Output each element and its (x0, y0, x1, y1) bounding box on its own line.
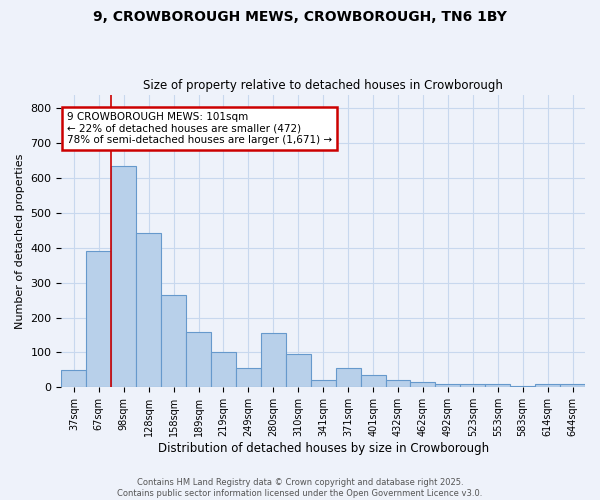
Bar (61, 370, 86, 388)
Text: 9, CROWBOROUGH MEWS, CROWBOROUGH, TN6 1BY: 9, CROWBOROUGH MEWS, CROWBOROUGH, TN6 1B… (93, 10, 507, 24)
Bar (535, 384, 560, 388)
Bar (311, 380, 335, 388)
Bar (485, 384, 510, 388)
Y-axis label: Number of detached properties: Number of detached properties (15, 154, 25, 328)
Bar (460, 384, 485, 388)
Bar (86, 252, 111, 388)
Bar (111, 166, 136, 388)
Bar (560, 384, 585, 388)
Bar (510, 386, 535, 388)
Bar (236, 368, 261, 388)
Title: Size of property relative to detached houses in Crowborough: Size of property relative to detached ho… (143, 79, 503, 92)
Bar (386, 380, 410, 388)
Bar (286, 354, 311, 388)
Bar (136, 233, 161, 388)
Bar (361, 375, 386, 388)
Bar (161, 295, 186, 388)
Bar (261, 334, 286, 388)
Bar (211, 352, 236, 388)
Bar (410, 382, 436, 388)
Bar (186, 332, 211, 388)
Bar (335, 368, 361, 388)
Text: Contains HM Land Registry data © Crown copyright and database right 2025.
Contai: Contains HM Land Registry data © Crown c… (118, 478, 482, 498)
Text: 9 CROWBOROUGH MEWS: 101sqm
← 22% of detached houses are smaller (472)
78% of sem: 9 CROWBOROUGH MEWS: 101sqm ← 22% of deta… (67, 112, 332, 145)
Bar (436, 384, 460, 388)
X-axis label: Distribution of detached houses by size in Crowborough: Distribution of detached houses by size … (158, 442, 489, 455)
